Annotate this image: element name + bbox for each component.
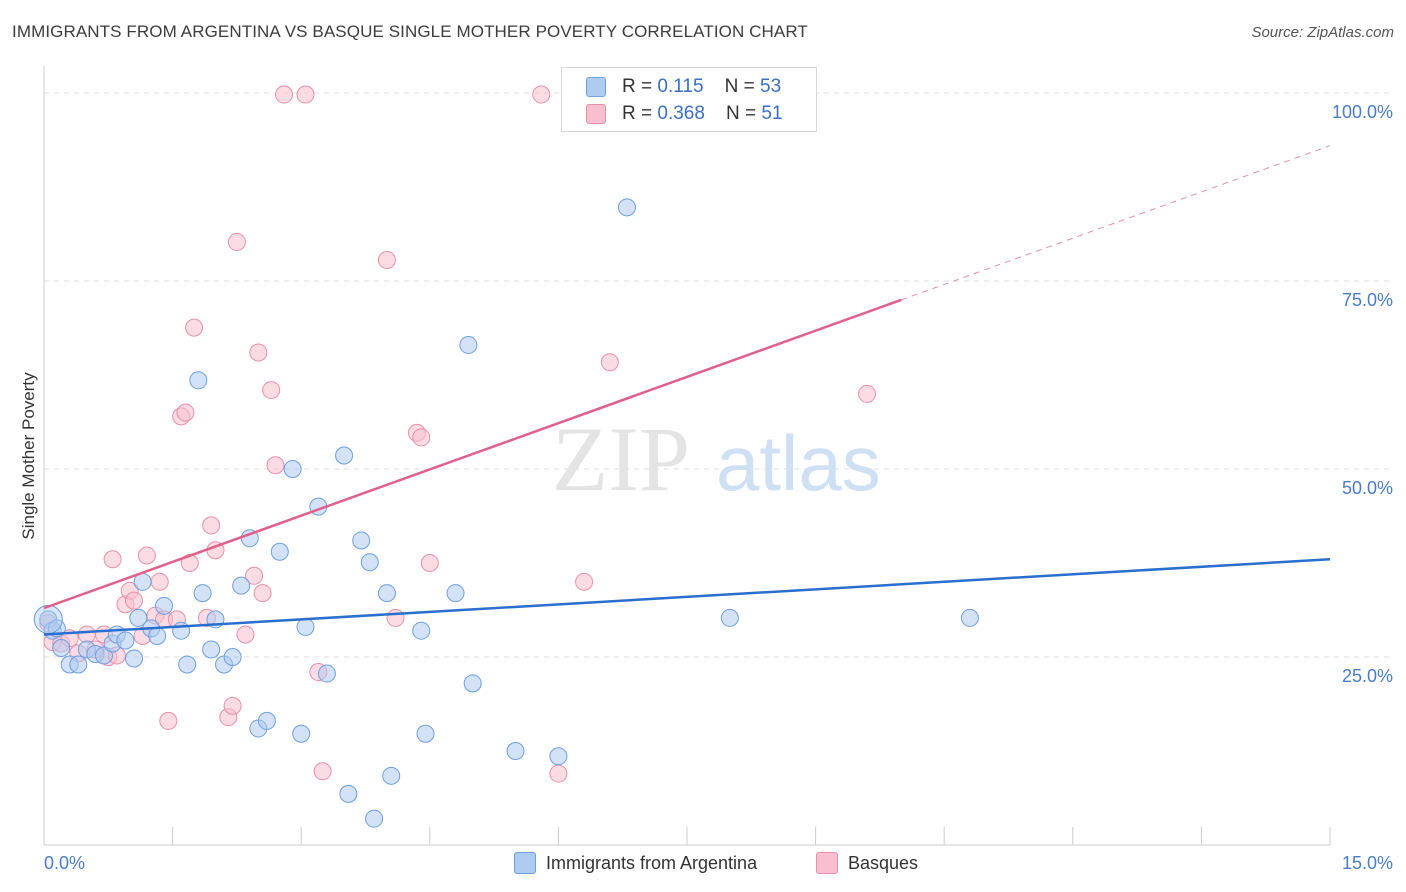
point-argentina: [125, 649, 144, 668]
x-tick-label: 15.0%: [1342, 853, 1393, 873]
point-argentina: [129, 608, 148, 627]
point-argentina: [549, 747, 568, 766]
point-argentina: [360, 553, 379, 572]
point-basques: [227, 232, 246, 251]
point-argentina: [178, 655, 197, 674]
point-argentina: [257, 711, 276, 730]
point-argentina: [446, 584, 465, 603]
point-basques: [600, 353, 619, 372]
point-argentina: [617, 198, 636, 217]
point-argentina: [459, 335, 478, 354]
point-basques: [249, 343, 268, 362]
point-argentina: [283, 460, 302, 479]
trend-lines: [43, 145, 1331, 636]
points-argentina: [33, 198, 979, 828]
point-argentina: [52, 638, 71, 657]
bottom-legend-argentina: Immigrants from Argentina: [514, 852, 757, 874]
point-argentina: [270, 542, 289, 561]
point-basques: [245, 566, 264, 585]
point-basques: [202, 516, 221, 535]
bottom-legend-basques: Basques: [816, 852, 918, 874]
point-basques: [275, 85, 294, 104]
point-argentina: [292, 724, 311, 743]
bottom-legend-label-basques: Basques: [848, 852, 919, 873]
point-basques: [176, 403, 195, 422]
point-basques: [420, 554, 439, 573]
legend-swatch-argentina: [586, 77, 606, 97]
point-basques: [412, 428, 431, 447]
point-argentina: [365, 809, 384, 828]
y-axis-label: Single Mother Poverty: [19, 372, 38, 540]
point-basques: [236, 625, 255, 644]
point-basques: [223, 696, 242, 715]
x-tick-label: 0.0%: [44, 853, 85, 873]
point-basques: [150, 572, 169, 591]
point-argentina: [960, 608, 979, 627]
y-tick-labels: 25.0% 50.0% 75.0% 100.0%: [1332, 102, 1393, 686]
point-basques: [386, 608, 405, 627]
point-argentina: [69, 655, 88, 674]
point-argentina: [33, 604, 63, 634]
point-argentina: [352, 531, 371, 550]
point-argentina: [463, 674, 482, 693]
watermark-zip: ZIP: [552, 408, 690, 510]
watermark-atlas: atlas: [716, 419, 881, 507]
point-argentina: [506, 742, 525, 761]
y-tick-label: 50.0%: [1342, 478, 1393, 498]
point-basques: [858, 384, 877, 403]
bottom-legend-swatch-argentina: [514, 852, 536, 874]
point-basques: [575, 572, 594, 591]
point-argentina: [193, 584, 212, 603]
point-basques: [532, 85, 551, 104]
point-basques: [185, 318, 204, 337]
trend-line-argentina: [43, 558, 1331, 636]
point-basques: [262, 381, 281, 400]
y-tick-label: 100.0%: [1332, 102, 1393, 122]
point-argentina: [202, 640, 221, 659]
point-basques: [159, 711, 178, 730]
point-basques: [296, 85, 315, 104]
legend-swatch-basques: [586, 104, 606, 124]
chart-title: IMMIGRANTS FROM ARGENTINA VS BASQUE SING…: [12, 22, 808, 41]
y-tick-label: 75.0%: [1342, 290, 1393, 310]
bottom-legend-label-argentina: Immigrants from Argentina: [546, 852, 758, 873]
point-argentina: [339, 784, 358, 803]
point-argentina: [232, 576, 251, 595]
point-argentina: [720, 608, 739, 627]
point-basques: [77, 625, 96, 644]
point-basques: [125, 591, 144, 610]
correlation-legend: R = 0.115 N = 53 R = 0.368 N = 51: [561, 67, 817, 132]
point-argentina: [223, 648, 242, 667]
point-argentina: [416, 724, 435, 743]
point-argentina: [377, 584, 396, 603]
y-tick-label: 25.0%: [1342, 666, 1393, 686]
point-argentina: [155, 596, 174, 615]
point-basques: [103, 550, 122, 569]
legend-row-basques: R = 0.368 N = 51: [586, 101, 783, 127]
source-label: Source: ZipAtlas.com: [1251, 24, 1394, 41]
trend-line-basques-extension: [901, 145, 1331, 301]
trend-line-basques: [43, 298, 902, 610]
point-basques: [549, 764, 568, 783]
point-argentina: [412, 621, 431, 640]
point-argentina: [296, 617, 315, 636]
legend-row-argentina: R = 0.115 N = 53: [586, 74, 781, 100]
x-tick-labels: 0.0% 15.0%: [44, 853, 1393, 873]
point-argentina: [335, 446, 354, 465]
point-argentina: [116, 631, 135, 650]
point-argentina: [189, 371, 208, 390]
point-argentina: [317, 664, 336, 683]
point-argentina: [148, 626, 167, 645]
point-basques: [313, 762, 332, 781]
bottom-legend-swatch-basques: [816, 852, 838, 874]
point-basques: [253, 584, 272, 603]
point-basques: [266, 456, 285, 475]
point-basques: [377, 250, 396, 269]
axes: [43, 66, 1331, 846]
point-argentina: [382, 766, 401, 785]
point-basques: [137, 546, 156, 565]
point-argentina: [172, 621, 191, 640]
